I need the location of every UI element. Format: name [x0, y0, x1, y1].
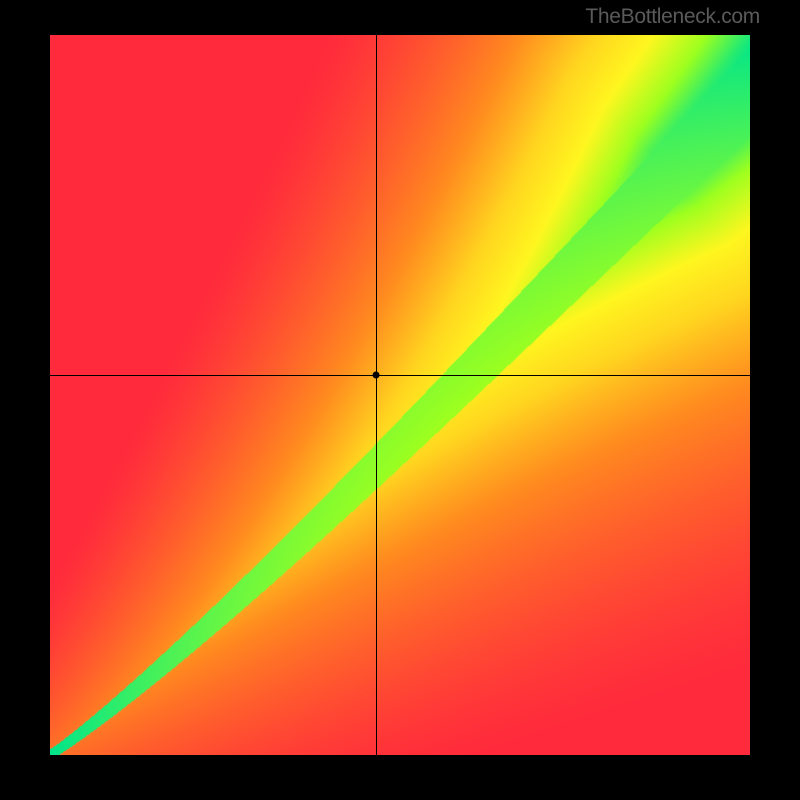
watermark-text: TheBottleneck.com — [585, 5, 760, 29]
bottleneck-heatmap — [50, 35, 750, 755]
crosshair-vertical — [376, 35, 377, 755]
data-point-marker — [372, 371, 379, 378]
chart-area — [50, 35, 750, 755]
crosshair-horizontal — [50, 375, 750, 376]
